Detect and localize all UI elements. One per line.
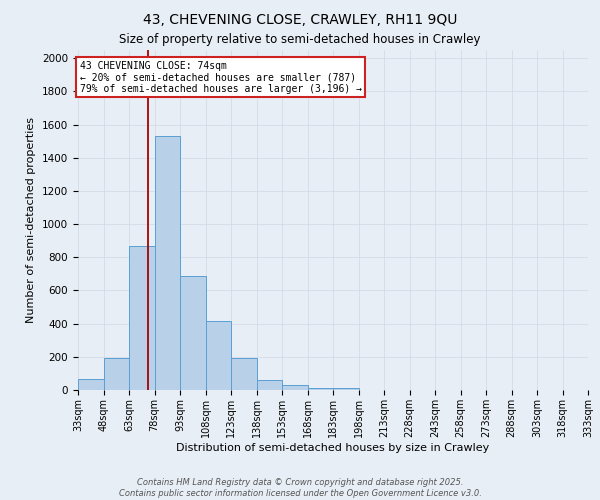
Bar — [155, 136, 180, 390]
Bar — [257, 380, 282, 390]
Bar — [231, 358, 257, 390]
Text: Contains HM Land Registry data © Crown copyright and database right 2025.
Contai: Contains HM Land Registry data © Crown c… — [119, 478, 481, 498]
Text: 43 CHEVENING CLOSE: 74sqm
← 20% of semi-detached houses are smaller (787)
79% of: 43 CHEVENING CLOSE: 74sqm ← 20% of semi-… — [80, 61, 362, 94]
Bar — [308, 388, 333, 390]
Bar — [78, 379, 104, 390]
Bar — [206, 321, 231, 390]
Bar — [129, 246, 155, 390]
Bar — [180, 276, 206, 390]
X-axis label: Distribution of semi-detached houses by size in Crawley: Distribution of semi-detached houses by … — [176, 442, 490, 452]
Bar — [104, 358, 129, 390]
Bar — [282, 385, 308, 390]
Text: Size of property relative to semi-detached houses in Crawley: Size of property relative to semi-detach… — [119, 32, 481, 46]
Bar — [333, 388, 359, 390]
Y-axis label: Number of semi-detached properties: Number of semi-detached properties — [26, 117, 37, 323]
Text: 43, CHEVENING CLOSE, CRAWLEY, RH11 9QU: 43, CHEVENING CLOSE, CRAWLEY, RH11 9QU — [143, 12, 457, 26]
